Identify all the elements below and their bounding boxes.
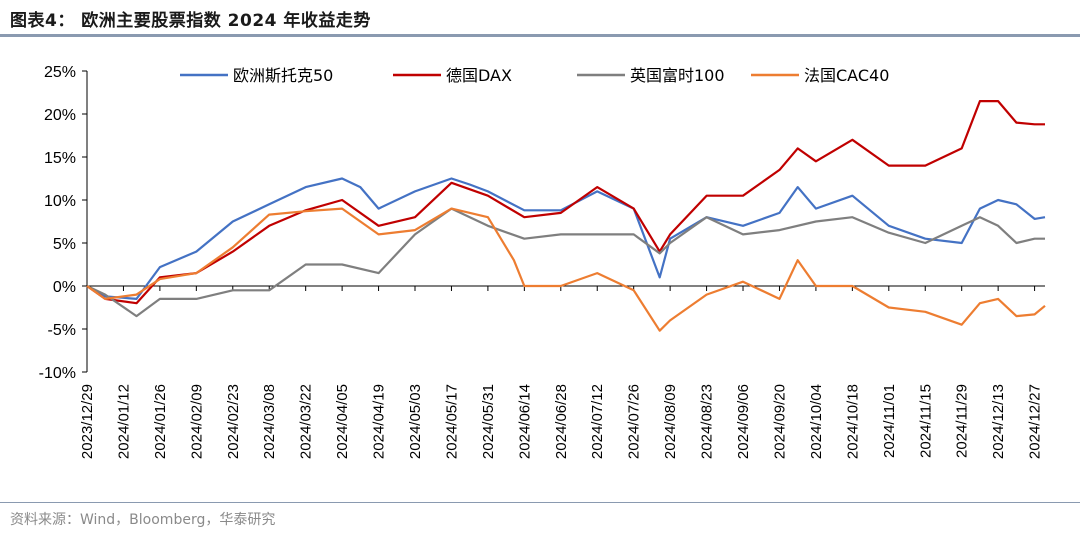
x-tick-label: 2024/06/28	[553, 384, 570, 459]
y-axis-ticks: -10% -5% 0% 5% 10% 15% 20% 25%	[39, 64, 87, 382]
x-tick-label: 2024/07/26	[626, 384, 643, 459]
x-tick-label: 2024/12/13	[990, 384, 1007, 459]
series-line-1	[86, 177, 1046, 300]
x-tick-label: 2024/09/06	[735, 384, 752, 459]
y-tick-label: -5%	[48, 322, 76, 339]
y-tick-label: 20%	[44, 107, 76, 124]
x-tick-label: 2024/05/31	[480, 384, 497, 459]
legend-label-1: 欧洲斯托克50	[233, 66, 333, 85]
x-tick-label: 2024/08/23	[699, 384, 716, 459]
legend-label-2: 德国DAX	[446, 66, 512, 85]
x-tick-label: 2024/07/12	[589, 384, 606, 459]
source-note: 资料来源：Wind，Bloomberg，华泰研究	[10, 512, 276, 528]
x-tick-label: 2024/01/26	[152, 384, 169, 459]
x-tick-label: 2024/12/27	[1027, 384, 1044, 459]
x-tick-label: 2024/02/09	[188, 384, 205, 459]
x-tick-label: 2024/04/19	[371, 384, 388, 459]
x-tick-label: 2024/05/17	[443, 384, 460, 459]
x-tick-label: 2024/01/12	[115, 384, 132, 459]
y-tick-label: 15%	[44, 150, 76, 167]
y-tick-label: -10%	[39, 365, 76, 382]
x-axis-ticks: 2023/12/29 2024/01/12 2024/01/26 2024/02/09…	[79, 286, 1044, 459]
chart-title: 图表4： 欧洲主要股票指数 2024 年收益走势	[10, 11, 371, 31]
y-tick-label: 0%	[53, 279, 76, 296]
series-lines	[86, 99, 1046, 332]
series-line-3	[86, 207, 1045, 318]
footer-rule	[0, 502, 1080, 503]
x-tick-label: 2024/10/04	[808, 384, 825, 459]
legend: 欧洲斯托克50 德国DAX 英国富时100 法国CAC40	[180, 66, 889, 85]
y-tick-label: 25%	[44, 64, 76, 81]
line-chart: -10% -5% 0% 5% 10% 15% 20% 25% 2023/12/29 2024/0…	[39, 64, 1046, 459]
x-tick-label: 2024/04/05	[334, 384, 351, 459]
series-line-2	[86, 99, 1045, 305]
x-tick-label: 2024/05/03	[407, 384, 424, 459]
x-tick-label: 2024/11/29	[954, 384, 971, 458]
x-tick-label: 2024/08/09	[662, 384, 679, 459]
legend-label-4: 法国CAC40	[804, 66, 889, 85]
x-tick-label: 2024/02/23	[225, 384, 242, 459]
x-tick-label: 2024/10/18	[844, 384, 861, 459]
chart-axes	[86, 71, 1045, 372]
legend-label-3: 英国富时100	[630, 66, 725, 85]
y-tick-label: 5%	[53, 236, 76, 253]
x-tick-label: 2024/11/01	[881, 384, 898, 458]
x-tick-label: 2024/03/22	[298, 384, 315, 459]
x-tick-label: 2024/06/14	[516, 384, 533, 459]
x-tick-label: 2024/03/08	[261, 384, 278, 459]
header-rule	[0, 34, 1080, 37]
x-tick-label: 2024/09/20	[771, 384, 788, 459]
y-tick-label: 10%	[44, 193, 76, 210]
x-tick-label: 2023/12/29	[79, 384, 96, 459]
series-line-4	[86, 207, 1046, 332]
x-tick-label: 2024/11/15	[917, 384, 934, 458]
